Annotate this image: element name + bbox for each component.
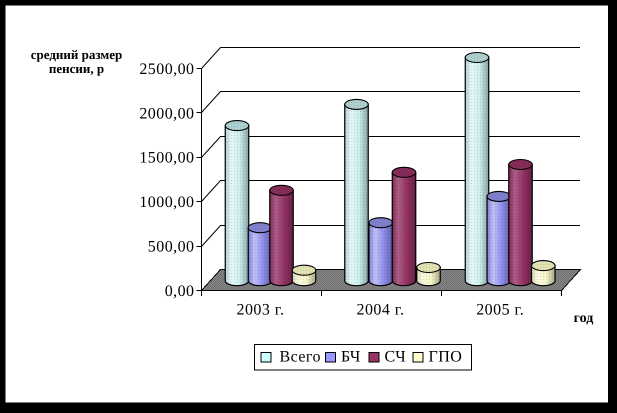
svg-text:2004 г.: 2004 г.	[357, 302, 405, 319]
svg-text:ГПО: ГПО	[429, 349, 463, 366]
svg-text:1500,00: 1500,00	[139, 150, 194, 167]
svg-text:БЧ: БЧ	[341, 349, 361, 366]
svg-text:год: год	[574, 311, 594, 326]
svg-text:пенсии, р: пенсии, р	[49, 61, 104, 76]
svg-text:2000,00: 2000,00	[139, 105, 194, 122]
svg-text:2005 г.: 2005 г.	[476, 302, 524, 319]
svg-text:2500,00: 2500,00	[139, 61, 194, 78]
svg-text:1000,00: 1000,00	[139, 194, 194, 211]
svg-text:средний размер: средний размер	[31, 47, 123, 62]
svg-text:500,00: 500,00	[148, 239, 195, 256]
svg-text:Всего: Всего	[280, 349, 321, 366]
svg-text:0,00: 0,00	[165, 283, 195, 300]
svg-text:СЧ: СЧ	[385, 349, 407, 366]
svg-text:2003 г.: 2003 г.	[237, 302, 285, 319]
